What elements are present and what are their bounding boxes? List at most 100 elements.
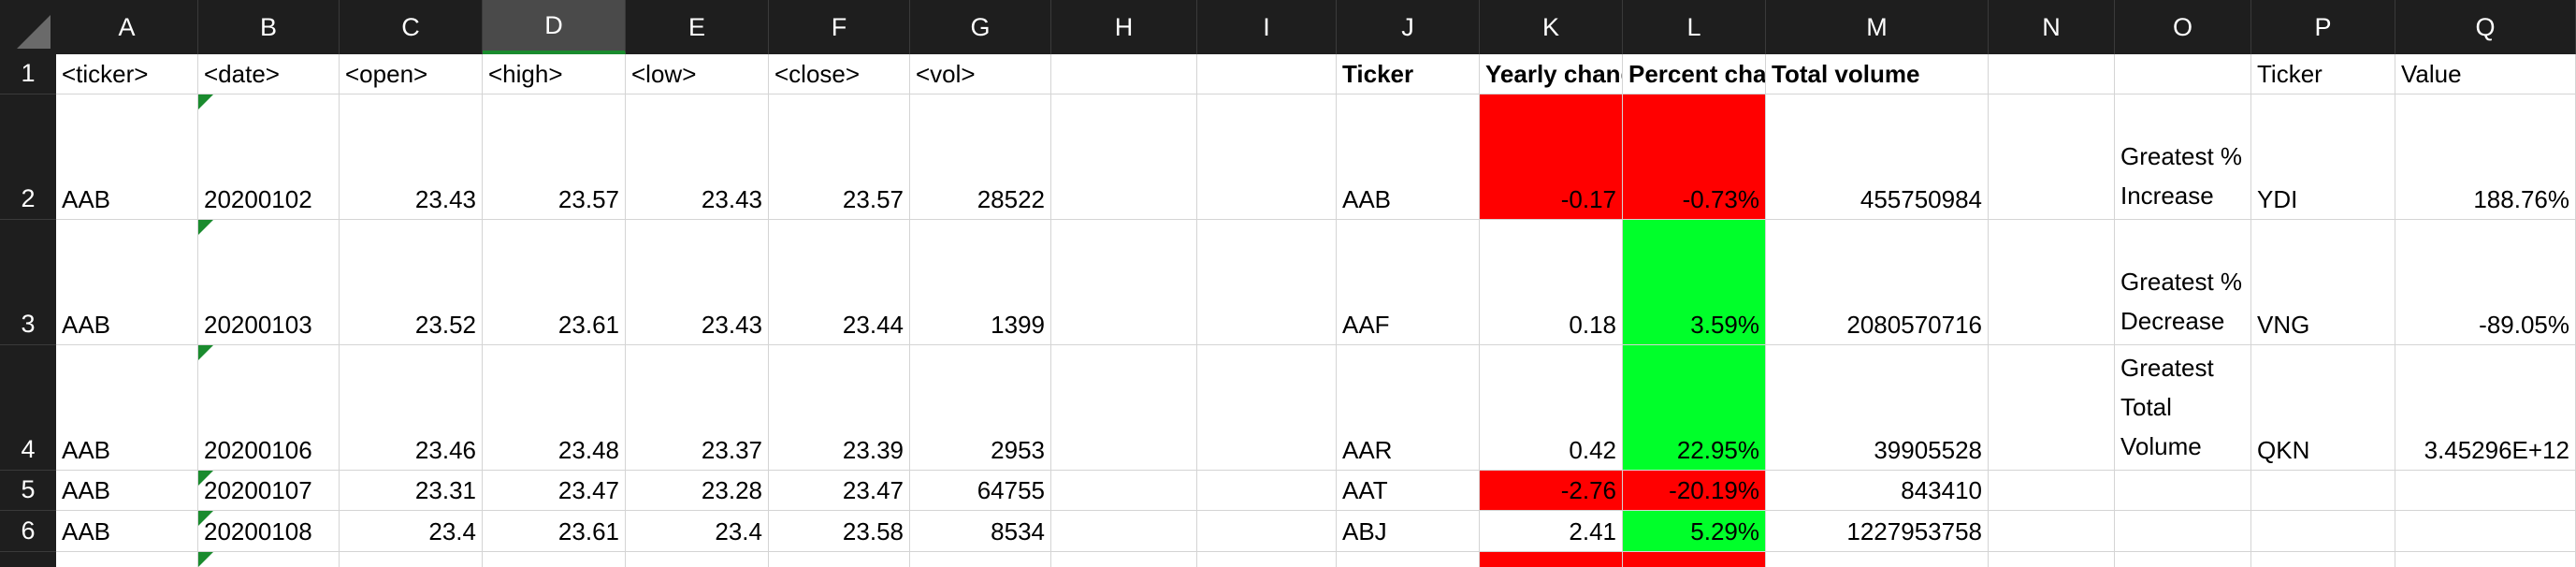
cell-i6[interactable] [1197,511,1337,552]
cell-l1[interactable]: Percent change [1623,54,1766,94]
cell-c7[interactable]: 23.6 [340,552,483,567]
cell-f1[interactable]: <close> [769,54,910,94]
cell-q5[interactable] [2395,471,2576,511]
cell-m2[interactable]: 455750984 [1766,94,1989,220]
cell-a4[interactable]: AAB [56,345,198,471]
cell-p7[interactable] [2251,552,2395,567]
column-header-h[interactable]: H [1051,0,1197,54]
cell-q2[interactable]: 188.76% [2395,94,2576,220]
cell-d1[interactable]: <high> [483,54,626,94]
cell-j4[interactable]: AAR [1337,345,1480,471]
cell-e3[interactable]: 23.43 [626,220,769,345]
cell-a6[interactable]: AAB [56,511,198,552]
column-header-e[interactable]: E [626,0,769,54]
cell-d6[interactable]: 23.61 [483,511,626,552]
cell-m3[interactable]: 2080570716 [1766,220,1989,345]
cell-l4[interactable]: 22.95% [1623,345,1766,471]
cell-n2[interactable] [1989,94,2115,220]
column-header-i[interactable]: I [1197,0,1337,54]
cell-k5[interactable]: -2.76 [1480,471,1623,511]
column-header-q[interactable]: Q [2395,0,2576,54]
cell-d7[interactable]: 23.71 [483,552,626,567]
cell-m6[interactable]: 1227953758 [1766,511,1989,552]
column-header-o[interactable]: O [2115,0,2251,54]
cell-j5[interactable]: AAT [1337,471,1480,511]
cell-n7[interactable] [1989,552,2115,567]
cell-f2[interactable]: 23.57 [769,94,910,220]
cell-b6[interactable]: 20200108 [198,511,340,552]
cell-g3[interactable]: 1399 [910,220,1051,345]
cell-q1[interactable]: Value [2395,54,2576,94]
column-header-d[interactable]: D [483,0,626,54]
cell-d4[interactable]: 23.48 [483,345,626,471]
cell-l5[interactable]: -20.19% [1623,471,1766,511]
cell-g2[interactable]: 28522 [910,94,1051,220]
cell-o7[interactable] [2115,552,2251,567]
cell-m4[interactable]: 39905528 [1766,345,1989,471]
cell-n4[interactable] [1989,345,2115,471]
column-header-k[interactable]: K [1480,0,1623,54]
column-header-a[interactable]: A [56,0,198,54]
cell-e4[interactable]: 23.37 [626,345,769,471]
cell-i4[interactable] [1197,345,1337,471]
row-header-3[interactable]: 3 [0,220,56,345]
cell-b4[interactable]: 20200106 [198,345,340,471]
cell-c5[interactable]: 23.31 [340,471,483,511]
cell-k3[interactable]: 0.18 [1480,220,1623,345]
select-all-corner[interactable] [0,0,57,54]
cell-e6[interactable]: 23.4 [626,511,769,552]
cell-h3[interactable] [1051,220,1197,345]
cell-c4[interactable]: 23.46 [340,345,483,471]
column-header-g[interactable]: G [910,0,1051,54]
cell-b5[interactable]: 20200107 [198,471,340,511]
cell-h1[interactable] [1051,54,1197,94]
cell-e2[interactable]: 23.43 [626,94,769,220]
cell-i2[interactable] [1197,94,1337,220]
cell-p4[interactable]: QKN [2251,345,2395,471]
column-header-c[interactable]: C [340,0,483,54]
cell-f5[interactable]: 23.47 [769,471,910,511]
row-header-2[interactable]: 2 [0,94,56,220]
cell-l3[interactable]: 3.59% [1623,220,1766,345]
cell-a2[interactable]: AAB [56,94,198,220]
row-header-5[interactable]: 5 [0,471,56,511]
cell-f6[interactable]: 23.58 [769,511,910,552]
cell-a5[interactable]: AAB [56,471,198,511]
cell-f4[interactable]: 23.39 [769,345,910,471]
cell-n6[interactable] [1989,511,2115,552]
cell-d2[interactable]: 23.57 [483,94,626,220]
cell-j3[interactable]: AAF [1337,220,1480,345]
cell-j6[interactable]: ABJ [1337,511,1480,552]
cell-l2[interactable]: -0.73% [1623,94,1766,220]
cell-n5[interactable] [1989,471,2115,511]
cell-j2[interactable]: AAB [1337,94,1480,220]
cell-q7[interactable] [2395,552,2576,567]
cell-e5[interactable]: 23.28 [626,471,769,511]
cell-k1[interactable]: Yearly change [1480,54,1623,94]
cell-g1[interactable]: <vol> [910,54,1051,94]
cell-o3[interactable]: Greatest % Decrease [2115,220,2251,345]
cell-b2[interactable]: 20200102 [198,94,340,220]
cell-o2[interactable]: Greatest % Increase [2115,94,2251,220]
cell-k4[interactable]: 0.42 [1480,345,1623,471]
cell-p5[interactable] [2251,471,2395,511]
cell-c2[interactable]: 23.43 [340,94,483,220]
cell-h6[interactable] [1051,511,1197,552]
cell-o6[interactable] [2115,511,2251,552]
cell-p2[interactable]: YDI [2251,94,2395,220]
column-header-n[interactable]: N [1989,0,2115,54]
cell-q4[interactable]: 3.45296E+12 [2395,345,2576,471]
cell-n3[interactable] [1989,220,2115,345]
cell-i5[interactable] [1197,471,1337,511]
cell-i7[interactable] [1197,552,1337,567]
cell-e1[interactable]: <low> [626,54,769,94]
cell-h2[interactable] [1051,94,1197,220]
column-header-f[interactable]: F [769,0,910,54]
cell-b7[interactable]: 20200109 [198,552,340,567]
cell-j7[interactable]: ABK [1337,552,1480,567]
cell-p3[interactable]: VNG [2251,220,2395,345]
cell-j1[interactable]: Ticker [1337,54,1480,94]
cell-c6[interactable]: 23.4 [340,511,483,552]
cell-o5[interactable] [2115,471,2251,511]
cell-o4[interactable]: Greatest Total Volume [2115,345,2251,471]
